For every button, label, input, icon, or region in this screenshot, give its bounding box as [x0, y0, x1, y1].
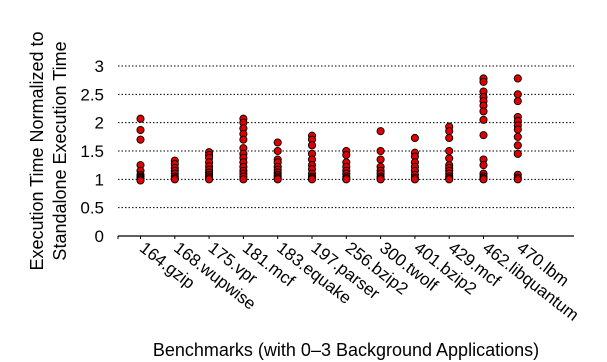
data-point — [445, 127, 454, 136]
data-point — [273, 146, 282, 156]
y-axis-label-line-1: Execution Time Normalized to — [27, 31, 47, 270]
data-point — [513, 149, 522, 158]
data-point — [445, 175, 454, 184]
series-462.libquantum — [479, 74, 488, 184]
data-point — [513, 90, 522, 99]
x-axis-label: Benchmarks (with 0–3 Background Applicat… — [153, 340, 539, 360]
y-tick-label: 1 — [95, 170, 104, 189]
data-point — [445, 133, 454, 143]
data-point — [136, 135, 145, 144]
data-point — [376, 146, 385, 156]
series-256.bzip2 — [342, 146, 351, 184]
y-tick-label: 2.5 — [80, 85, 104, 104]
data-point — [376, 155, 385, 164]
data-point — [342, 175, 351, 184]
data-point — [479, 161, 488, 170]
series-175.vpr — [205, 148, 214, 184]
data-point — [513, 74, 522, 83]
data-point — [376, 127, 385, 136]
data-point — [307, 141, 317, 150]
series-429.mcf — [445, 122, 454, 184]
data-point — [136, 125, 145, 135]
data-point — [136, 114, 145, 123]
y-tick-label: 3 — [95, 57, 104, 76]
data-point — [410, 133, 419, 143]
data-point — [170, 175, 179, 184]
data-point — [513, 141, 522, 150]
series-181.mcf — [239, 114, 248, 184]
gridlines — [118, 65, 574, 209]
data-point — [342, 150, 351, 160]
x-tick-marks — [140, 236, 519, 239]
series-300.twolf — [376, 127, 385, 184]
data-point — [479, 107, 488, 116]
data-point — [273, 138, 282, 147]
series-197.parser — [307, 131, 317, 184]
data-point — [239, 175, 248, 184]
series-470.lbm — [513, 74, 522, 184]
series-164.gzip — [136, 114, 145, 185]
data-point — [513, 125, 522, 134]
y-tick-label: 0 — [95, 227, 104, 246]
data-point — [445, 154, 454, 163]
series-168.wupwise — [170, 156, 179, 184]
data-point — [513, 97, 522, 106]
series-183.equake — [273, 138, 282, 184]
data-point — [513, 132, 522, 141]
data-points — [136, 74, 522, 185]
data-point — [479, 131, 488, 140]
data-point — [479, 115, 488, 124]
y-tick-labels: 0 0.5 1 1.5 2 2.5 3 — [80, 57, 104, 246]
data-point — [239, 135, 248, 144]
data-point — [445, 146, 454, 156]
y-tick-label: 0.5 — [80, 199, 104, 218]
data-point — [273, 175, 282, 184]
category-labels: 164.gzip168.wupwise175.vpr181.mcf183.equ… — [136, 238, 582, 325]
data-point — [513, 175, 522, 184]
y-tick-label: 2 — [95, 114, 104, 133]
y-axis-label-line-2: Standalone Execution Time — [50, 41, 70, 260]
y-tick-label: 1.5 — [80, 142, 104, 161]
data-point — [136, 176, 145, 185]
data-point — [410, 175, 419, 184]
data-point — [376, 175, 385, 184]
data-point — [205, 175, 214, 184]
data-point — [479, 77, 488, 86]
data-point — [479, 175, 488, 184]
series-401.bzip2 — [410, 133, 419, 184]
data-point — [307, 175, 317, 184]
